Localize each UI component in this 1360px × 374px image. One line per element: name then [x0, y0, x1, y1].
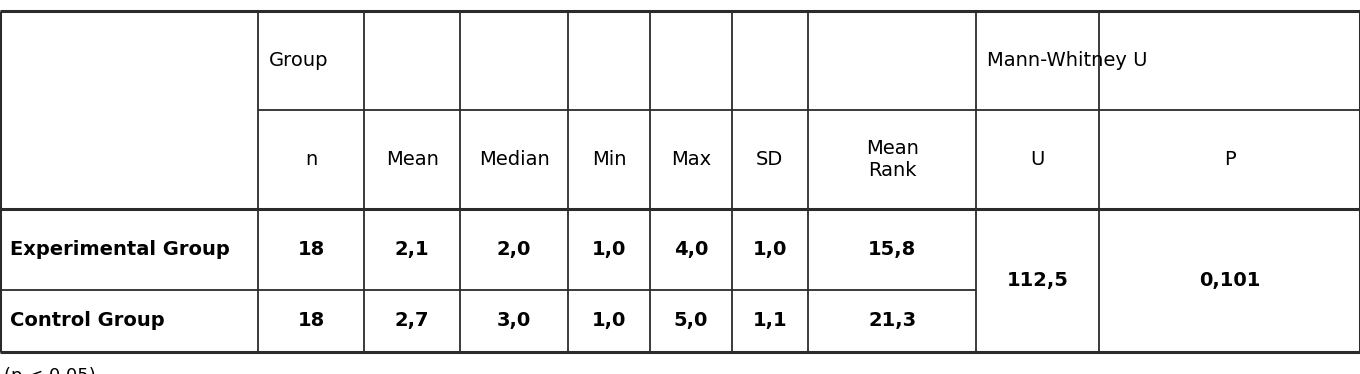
Text: P: P — [1224, 150, 1235, 169]
Text: 18: 18 — [298, 311, 325, 330]
Text: Min: Min — [592, 150, 627, 169]
Text: (p < 0.05): (p < 0.05) — [4, 367, 95, 374]
Text: 1,1: 1,1 — [752, 311, 787, 330]
Text: 21,3: 21,3 — [868, 311, 917, 330]
Text: Mean: Mean — [386, 150, 438, 169]
Text: 5,0: 5,0 — [673, 311, 709, 330]
Text: n: n — [305, 150, 318, 169]
Text: 18: 18 — [298, 240, 325, 259]
Text: SD: SD — [756, 150, 783, 169]
Text: 2,0: 2,0 — [496, 240, 532, 259]
Text: U: U — [1031, 150, 1044, 169]
Text: 15,8: 15,8 — [868, 240, 917, 259]
Text: 2,1: 2,1 — [394, 240, 430, 259]
Text: 4,0: 4,0 — [673, 240, 709, 259]
Text: 1,0: 1,0 — [592, 311, 627, 330]
Text: 112,5: 112,5 — [1006, 271, 1069, 290]
Text: Control Group: Control Group — [10, 311, 165, 330]
Text: Mean
Rank: Mean Rank — [866, 140, 918, 180]
Text: 1,0: 1,0 — [592, 240, 627, 259]
Text: Mann-Whitney U: Mann-Whitney U — [987, 51, 1148, 70]
Text: 0,101: 0,101 — [1198, 271, 1261, 290]
Text: Median: Median — [479, 150, 549, 169]
Text: 2,7: 2,7 — [394, 311, 430, 330]
Text: Group: Group — [269, 51, 329, 70]
Text: Experimental Group: Experimental Group — [10, 240, 230, 259]
Text: 3,0: 3,0 — [496, 311, 532, 330]
Text: Max: Max — [670, 150, 711, 169]
Text: 1,0: 1,0 — [752, 240, 787, 259]
